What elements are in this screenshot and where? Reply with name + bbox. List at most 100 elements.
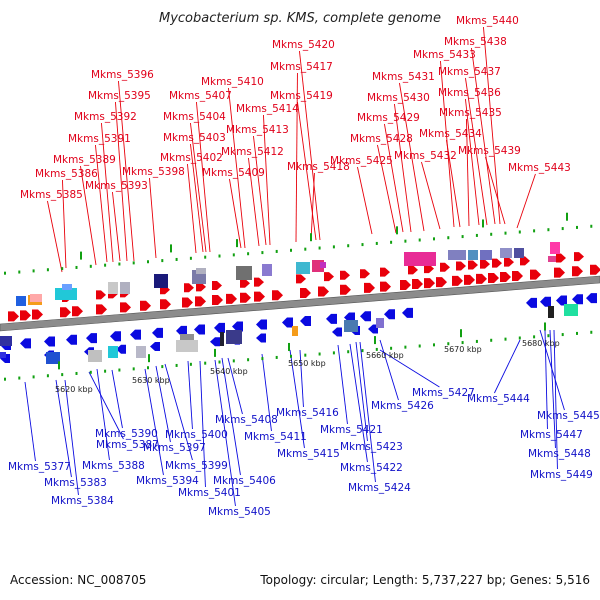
gene-arrow-reverse[interactable] xyxy=(176,325,187,336)
gene-arrow-forward[interactable] xyxy=(120,302,131,313)
gene-arrow-forward[interactable] xyxy=(400,280,411,290)
gene-arrow-reverse[interactable] xyxy=(150,342,160,351)
gene-label-forward[interactable]: Mkms_5385 xyxy=(20,189,83,201)
gene-arrow-forward[interactable] xyxy=(424,264,434,274)
feature-box[interactable] xyxy=(320,262,326,268)
gene-arrow-forward[interactable] xyxy=(196,282,206,292)
gene-arrow-forward[interactable] xyxy=(436,277,447,288)
feature-box[interactable] xyxy=(176,340,198,352)
gene-label-reverse[interactable]: Mkms_5377 xyxy=(8,461,71,473)
feature-box[interactable] xyxy=(564,304,578,316)
gene-label-forward[interactable]: Mkms_5439 xyxy=(458,145,521,157)
gene-label-forward[interactable]: Mkms_5393 xyxy=(85,180,148,192)
feature-box[interactable] xyxy=(376,318,384,328)
feature-box[interactable] xyxy=(226,330,242,344)
gene-label-reverse[interactable]: Mkms_5405 xyxy=(208,506,271,518)
gene-arrow-forward[interactable] xyxy=(408,265,418,275)
gene-label-forward[interactable]: Mkms_5407 xyxy=(169,90,232,102)
gene-label-forward[interactable]: Mkms_5418 xyxy=(287,161,350,173)
gene-arrow-forward[interactable] xyxy=(500,272,511,282)
gene-arrow-forward[interactable] xyxy=(96,290,106,300)
gene-arrow-forward[interactable] xyxy=(324,272,334,282)
feature-box[interactable] xyxy=(30,294,42,302)
gene-arrow-forward[interactable] xyxy=(272,290,283,301)
gene-arrow-forward[interactable] xyxy=(318,286,329,297)
gene-arrow-reverse[interactable] xyxy=(556,295,567,306)
gene-arrow-forward[interactable] xyxy=(504,257,514,267)
gene-label-reverse[interactable]: Mkms_5384 xyxy=(51,495,114,507)
gene-arrow-forward[interactable] xyxy=(520,256,530,266)
gene-arrow-forward[interactable] xyxy=(360,269,370,279)
feature-box[interactable] xyxy=(108,282,118,294)
gene-label-reverse[interactable]: Mkms_5408 xyxy=(215,414,278,426)
gene-label-forward[interactable]: Mkms_5404 xyxy=(163,111,226,123)
gene-label-reverse[interactable]: Mkms_5426 xyxy=(371,400,434,412)
gene-label-reverse[interactable]: Mkms_5388 xyxy=(82,460,145,472)
gene-arrow-reverse[interactable] xyxy=(282,317,293,328)
gene-arrow-forward[interactable] xyxy=(240,292,251,303)
gene-label-reverse[interactable]: Mkms_5422 xyxy=(340,462,403,474)
gene-label-forward[interactable]: Mkms_5409 xyxy=(202,167,265,179)
feature-box[interactable] xyxy=(236,266,252,280)
gene-label-reverse[interactable]: Mkms_5423 xyxy=(340,441,403,453)
gene-arrow-reverse[interactable] xyxy=(384,309,395,320)
gene-label-reverse[interactable]: Mkms_5399 xyxy=(165,460,228,472)
gene-label-forward[interactable]: Mkms_5430 xyxy=(367,92,430,104)
feature-box[interactable] xyxy=(292,326,298,336)
gene-label-forward[interactable]: Mkms_5438 xyxy=(444,36,507,48)
gene-arrow-forward[interactable] xyxy=(464,274,475,285)
gene-arrow-forward[interactable] xyxy=(184,283,194,293)
gene-label-reverse[interactable]: Mkms_5427 xyxy=(412,387,475,399)
gene-arrow-reverse[interactable] xyxy=(540,296,551,307)
feature-box[interactable] xyxy=(550,242,560,254)
gene-arrow-forward[interactable] xyxy=(456,261,466,271)
gene-label-forward[interactable]: Mkms_5433 xyxy=(413,49,476,61)
gene-label-forward[interactable]: Mkms_5395 xyxy=(88,90,151,102)
gene-arrow-reverse[interactable] xyxy=(586,293,597,304)
feature-box[interactable] xyxy=(548,306,554,318)
gene-arrow-reverse[interactable] xyxy=(130,329,141,340)
gene-label-reverse[interactable]: Mkms_5416 xyxy=(276,407,339,419)
feature-box[interactable] xyxy=(62,284,72,290)
gene-label-reverse[interactable]: Mkms_5406 xyxy=(213,475,276,487)
feature-box[interactable] xyxy=(88,350,102,362)
feature-box[interactable] xyxy=(500,248,512,258)
gene-arrow-reverse[interactable] xyxy=(44,336,55,347)
feature-box[interactable] xyxy=(136,346,146,358)
gene-label-reverse[interactable]: Mkms_5449 xyxy=(530,469,593,481)
gene-arrow-reverse[interactable] xyxy=(86,333,97,344)
gene-arrow-forward[interactable] xyxy=(160,299,171,310)
gene-label-forward[interactable]: Mkms_5402 xyxy=(160,152,223,164)
gene-arrow-forward[interactable] xyxy=(452,275,463,286)
feature-box[interactable] xyxy=(46,352,60,364)
gene-label-reverse[interactable]: Mkms_5383 xyxy=(44,477,107,489)
gene-arrow-forward[interactable] xyxy=(492,258,502,268)
feature-box[interactable] xyxy=(0,336,12,346)
gene-label-forward[interactable]: Mkms_5386 xyxy=(35,168,98,180)
gene-label-forward[interactable]: Mkms_5398 xyxy=(122,166,185,178)
gene-label-forward[interactable]: Mkms_5437 xyxy=(438,66,501,78)
gene-label-forward[interactable]: Mkms_5443 xyxy=(508,162,571,174)
gene-arrow-forward[interactable] xyxy=(424,278,435,289)
gene-arrow-forward[interactable] xyxy=(254,291,265,302)
gene-label-reverse[interactable]: Mkms_5415 xyxy=(277,448,340,460)
gene-arrow-forward[interactable] xyxy=(340,284,351,295)
feature-box[interactable] xyxy=(262,264,272,276)
gene-arrow-forward[interactable] xyxy=(488,272,499,283)
gene-arrow-forward[interactable] xyxy=(96,304,107,315)
gene-label-forward[interactable]: Mkms_5420 xyxy=(272,39,335,51)
feature-box[interactable] xyxy=(220,332,224,346)
gene-arrow-forward[interactable] xyxy=(364,282,375,293)
gene-arrow-reverse[interactable] xyxy=(256,333,266,343)
feature-box[interactable] xyxy=(120,282,130,294)
gene-label-reverse[interactable]: Mkms_5390 xyxy=(95,428,158,440)
gene-arrow-forward[interactable] xyxy=(530,269,541,280)
gene-arrow-forward[interactable] xyxy=(412,279,423,290)
gene-arrow-reverse[interactable] xyxy=(194,324,205,335)
gene-arrow-reverse[interactable] xyxy=(20,338,31,349)
gene-label-reverse[interactable]: Mkms_5444 xyxy=(467,393,530,405)
gene-label-forward[interactable]: Mkms_5434 xyxy=(419,128,482,140)
gene-label-forward[interactable]: Mkms_5391 xyxy=(68,133,131,145)
gene-arrow-forward[interactable] xyxy=(254,277,264,287)
gene-label-forward[interactable]: Mkms_5419 xyxy=(270,90,333,102)
